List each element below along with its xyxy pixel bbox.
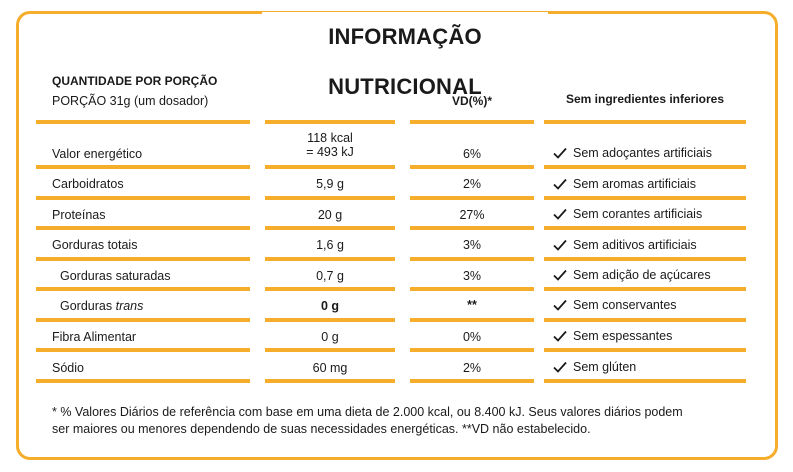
nutrient-value: 0 g	[320, 299, 340, 313]
divider-line	[265, 226, 395, 230]
check-icon	[553, 208, 567, 220]
divider-line	[265, 287, 395, 291]
energy-kj: = 493 kJ	[306, 145, 354, 159]
divider-line	[265, 120, 395, 124]
label-title: INFORMAÇÃO NUTRICIONAL	[262, 12, 548, 99]
free-from-item: Sem conservantes	[552, 297, 677, 313]
divider-line	[265, 318, 395, 322]
check-icon	[553, 299, 567, 311]
nutrient-vd: 3%	[462, 238, 482, 252]
divider-line	[36, 226, 250, 230]
divider-line	[544, 196, 746, 200]
divider-line	[36, 287, 250, 291]
nutrient-name-prefix: Gorduras	[60, 299, 116, 313]
free-from-item: Sem adoçantes artificiais	[552, 145, 712, 161]
nutrient-name: Valor energético	[52, 147, 143, 161]
check-icon	[553, 330, 567, 342]
nutrient-value: 0,7 g	[316, 269, 344, 283]
divider-line	[544, 287, 746, 291]
divider-line	[36, 348, 250, 352]
divider-line	[410, 379, 534, 383]
nutrient-name: Gorduras trans	[60, 298, 143, 314]
divider-line	[544, 226, 746, 230]
free-from-item: Sem corantes artificiais	[552, 206, 702, 222]
free-from-item: Sem aromas artificiais	[552, 176, 696, 192]
footnote-line-2: ser maiores ou menores dependendo de sua…	[52, 422, 591, 436]
portion-size: PORÇÃO 31g (um dosador)	[52, 94, 209, 108]
nutrient-name: Sódio	[52, 361, 84, 375]
nutrient-name: Gorduras saturadas	[60, 269, 171, 283]
nutrient-value: 1,6 g	[316, 238, 344, 252]
divider-line	[544, 120, 746, 124]
vd-column-header: VD(%)*	[451, 94, 492, 108]
divider-line	[544, 348, 746, 352]
divider-line	[410, 318, 534, 322]
divider-line	[36, 196, 250, 200]
energy-kcal: 118 kcal	[307, 131, 353, 145]
nutrient-value: 5,9 g	[316, 177, 344, 191]
free-from-item: Sem adição de açúcares	[552, 267, 711, 283]
divider-line	[544, 379, 746, 383]
divider-line	[410, 257, 534, 261]
divider-line	[410, 287, 534, 291]
check-icon	[553, 269, 567, 281]
divider-line	[410, 226, 534, 230]
divider-line	[265, 379, 395, 383]
check-icon	[553, 147, 567, 159]
check-icon	[553, 239, 567, 251]
nutrient-vd: 6%	[462, 147, 482, 161]
divider-line	[265, 348, 395, 352]
free-from-label: Sem adição de açúcares	[573, 268, 711, 282]
nutrient-value: 60 mg	[312, 361, 348, 375]
nutrient-vd: 0%	[462, 330, 482, 344]
quantity-per-portion-label: QUANTIDADE POR PORÇÃO	[52, 74, 218, 88]
divider-line	[544, 318, 746, 322]
nutrient-vd: 2%	[462, 177, 482, 191]
nutrient-vd: 27%	[459, 208, 485, 222]
check-icon	[553, 361, 567, 373]
free-from-label: Sem adoçantes artificiais	[573, 146, 712, 160]
divider-line	[265, 165, 395, 169]
nutrient-vd: **	[467, 298, 477, 312]
free-from-label: Sem corantes artificiais	[573, 207, 703, 221]
divider-line	[410, 120, 534, 124]
free-from-label: Sem aditivos artificiais	[573, 238, 697, 252]
divider-line	[544, 165, 746, 169]
divider-line	[265, 196, 395, 200]
footnote-line-1: * % Valores Diários de referência com ba…	[52, 405, 683, 419]
free-from-label: Sem espessantes	[573, 329, 673, 343]
nutrient-vd: 2%	[462, 361, 482, 375]
divider-line	[410, 165, 534, 169]
nutrient-name: Proteínas	[52, 208, 106, 222]
check-icon	[553, 178, 567, 190]
nutrient-value: 118 kcal = 493 kJ	[265, 131, 395, 159]
nutrient-value: 20 g	[317, 208, 343, 222]
free-from-label: Sem glúten	[573, 360, 637, 374]
nutrient-name: Gorduras totais	[52, 238, 138, 252]
free-from-header: Sem ingredientes inferiores	[565, 92, 725, 106]
free-from-label: Sem aromas artificiais	[573, 177, 696, 191]
free-from-label: Sem conservantes	[573, 298, 677, 312]
divider-line	[36, 257, 250, 261]
divider-line	[410, 196, 534, 200]
divider-line	[544, 257, 746, 261]
divider-line	[36, 120, 250, 124]
nutrient-value: 0 g	[321, 330, 339, 344]
divider-line	[410, 348, 534, 352]
free-from-item: Sem glúten	[552, 359, 636, 375]
nutrient-name: Carboidratos	[52, 177, 124, 191]
nutrient-vd: 3%	[462, 269, 482, 283]
footnote: * % Valores Diários de referência com ba…	[52, 404, 762, 438]
divider-line	[36, 379, 250, 383]
divider-line	[265, 257, 395, 261]
divider-line	[36, 165, 250, 169]
free-from-item: Sem aditivos artificiais	[552, 237, 697, 253]
nutrient-name: Fibra Alimentar	[52, 330, 137, 344]
nutrient-name-italic: trans	[115, 299, 144, 313]
divider-line	[36, 318, 250, 322]
free-from-item: Sem espessantes	[552, 328, 672, 344]
